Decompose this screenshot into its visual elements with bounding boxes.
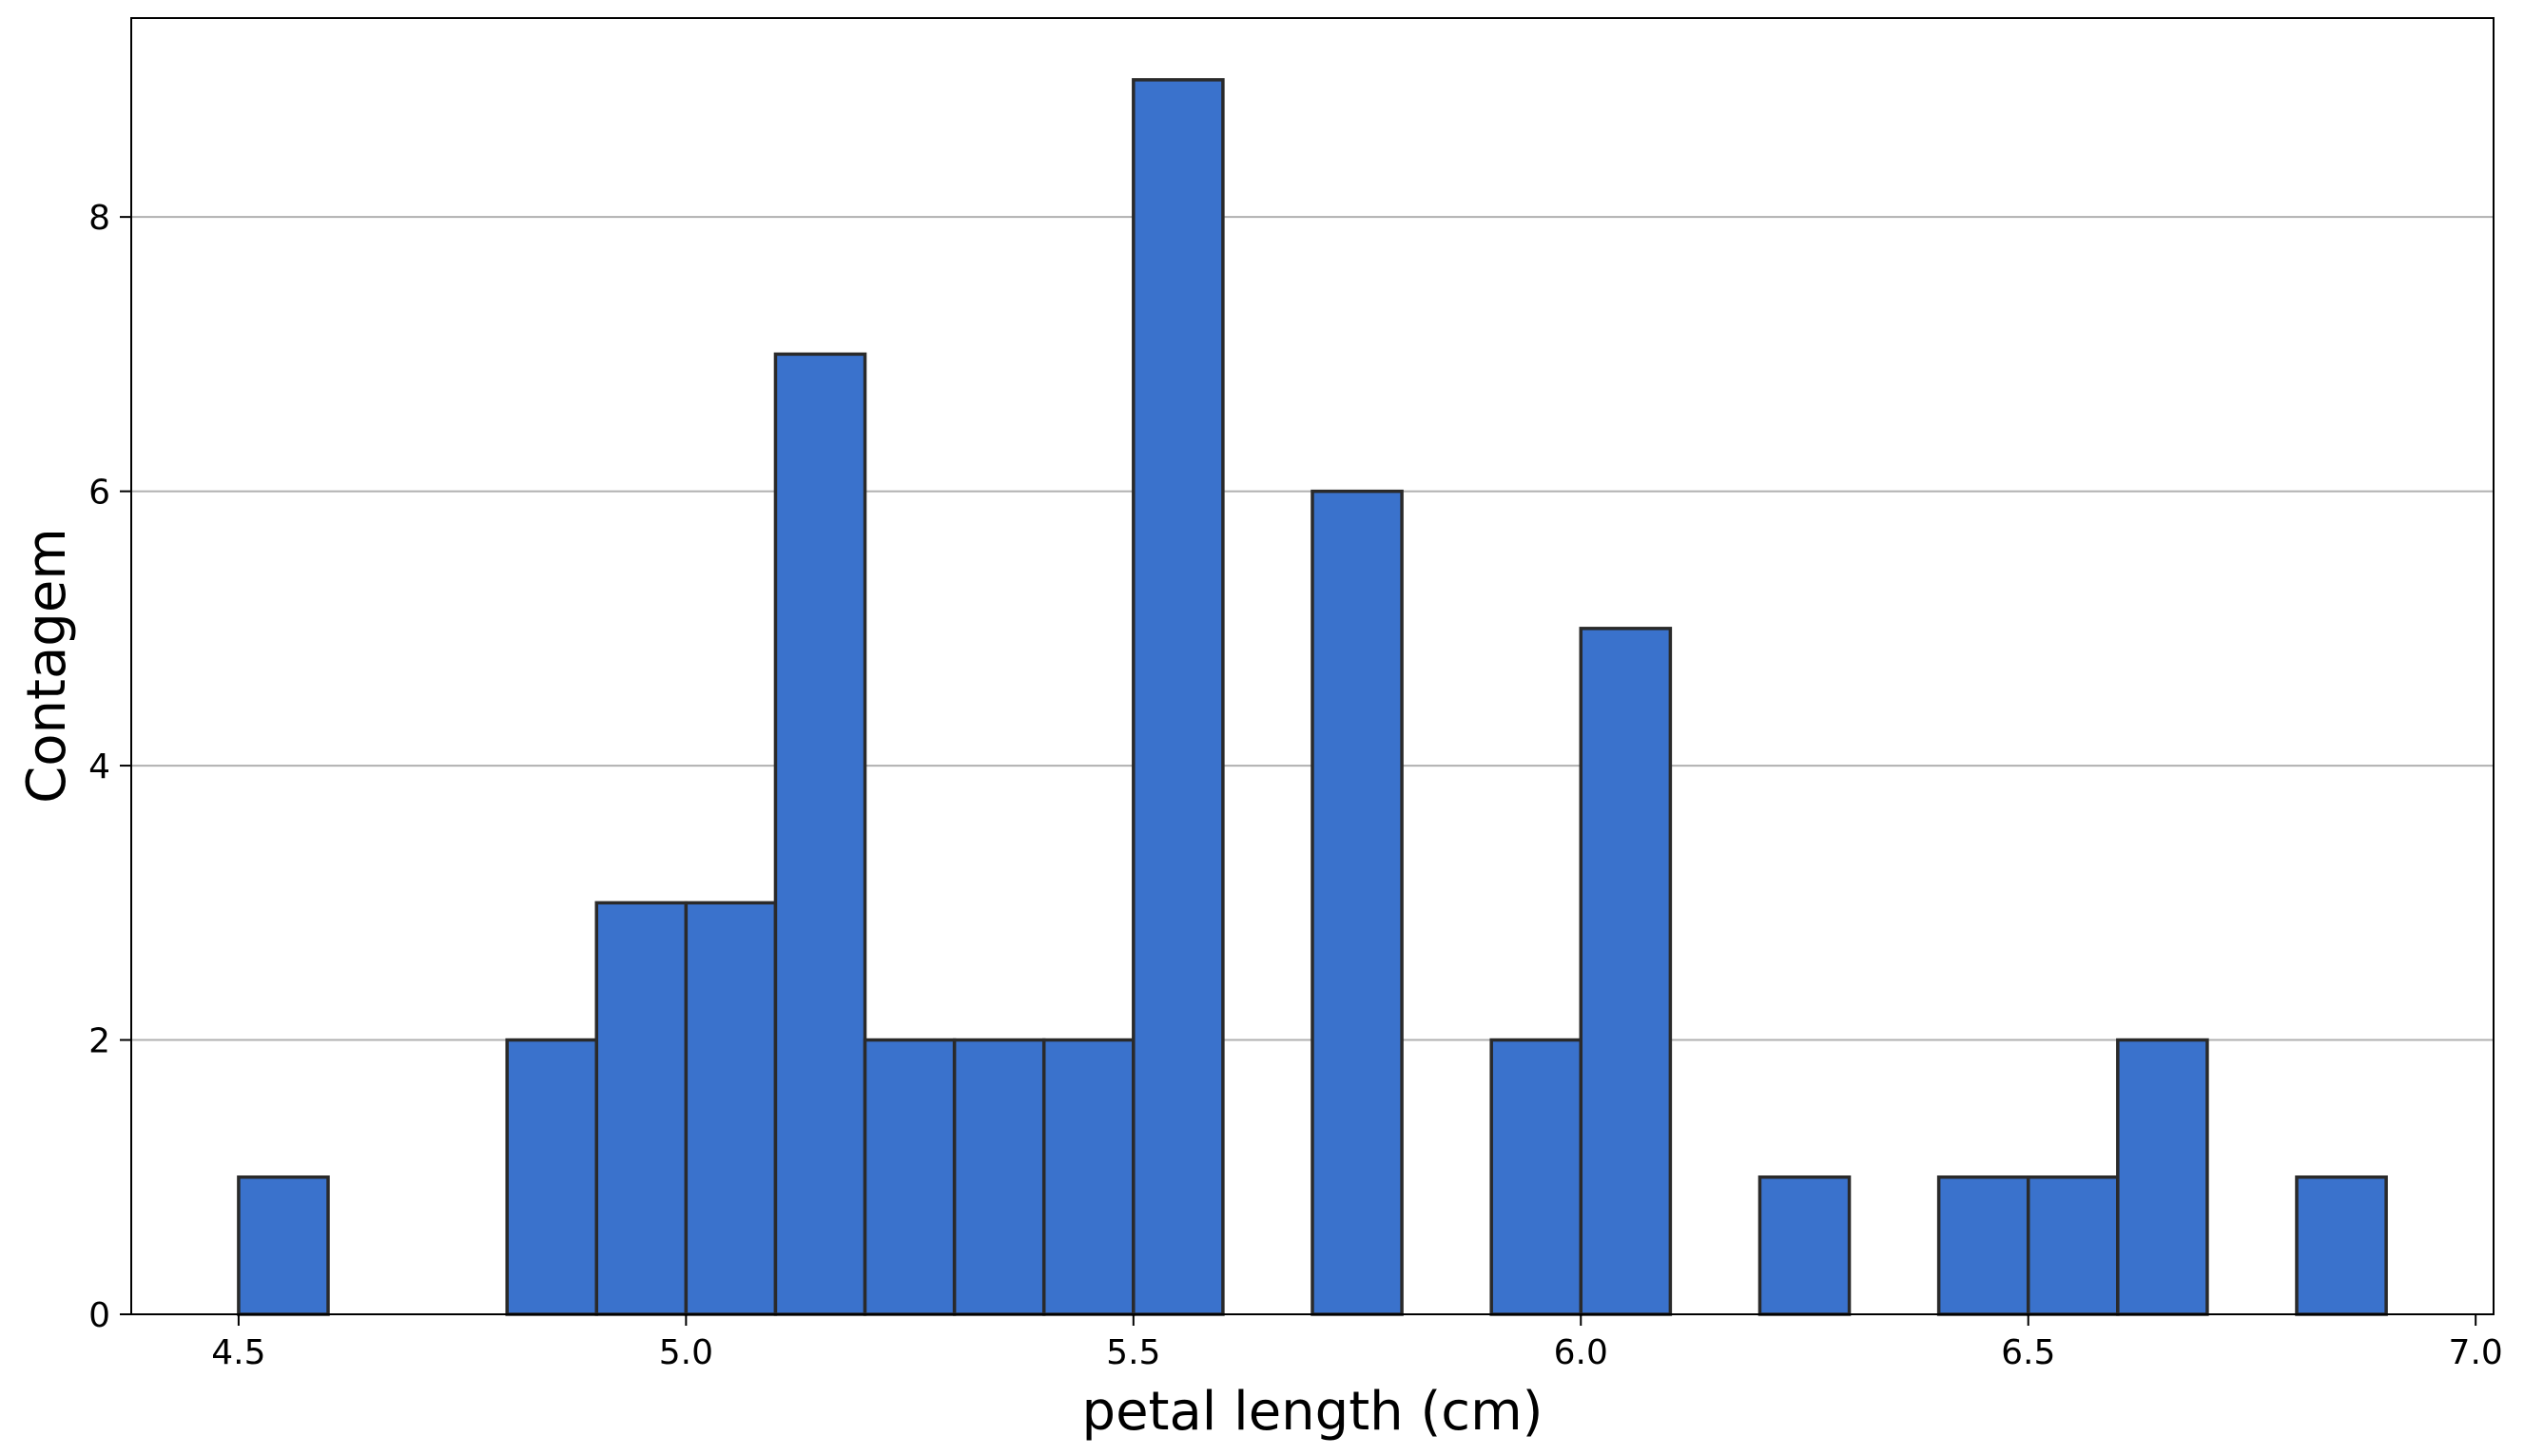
y-tick-label: 4 — [88, 747, 110, 786]
histogram-bar — [684, 901, 778, 1316]
histogram-bar — [594, 901, 689, 1316]
x-tick-label: 5.0 — [659, 1333, 713, 1372]
histogram-bar — [2116, 1038, 2209, 1316]
x-tick-label: 6.5 — [2001, 1333, 2055, 1372]
histogram-bar — [1579, 627, 1673, 1316]
histogram-bar — [1757, 1175, 1852, 1316]
x-axis-ticks: 4.5 5.0 5.5 6.0 6.5 7.0 — [211, 1314, 2503, 1372]
y-tick-label: 0 — [88, 1296, 110, 1335]
bars — [237, 78, 2388, 1316]
histogram-bar — [1311, 489, 1404, 1316]
y-tick-label: 8 — [88, 199, 110, 238]
x-tick-label: 6.0 — [1554, 1333, 1608, 1372]
histogram-bar — [2026, 1175, 2120, 1316]
plot-frame — [130, 17, 2495, 1315]
histogram-bar — [1132, 78, 1225, 1316]
histogram-bar — [237, 1175, 330, 1316]
x-axis-label: petal length (cm) — [1082, 1381, 1544, 1443]
histogram-bar — [773, 352, 867, 1316]
y-axis-ticks: 0 2 4 6 8 — [88, 199, 131, 1335]
x-tick-label: 4.5 — [211, 1333, 265, 1372]
y-tick-label: 2 — [88, 1022, 110, 1061]
histogram-bar — [1041, 1038, 1136, 1316]
histogram-bar — [2295, 1175, 2388, 1316]
histogram-bar — [952, 1038, 1046, 1316]
histogram-bar — [505, 1038, 599, 1316]
y-axis-label: Contagem — [16, 528, 78, 804]
histogram-bar — [1489, 1038, 1583, 1316]
y-tick-label: 6 — [88, 474, 110, 513]
x-tick-label: 5.5 — [1106, 1333, 1160, 1372]
histogram-bar — [863, 1038, 957, 1316]
histogram-bar — [1936, 1175, 2030, 1316]
x-tick-label: 7.0 — [2449, 1333, 2503, 1372]
